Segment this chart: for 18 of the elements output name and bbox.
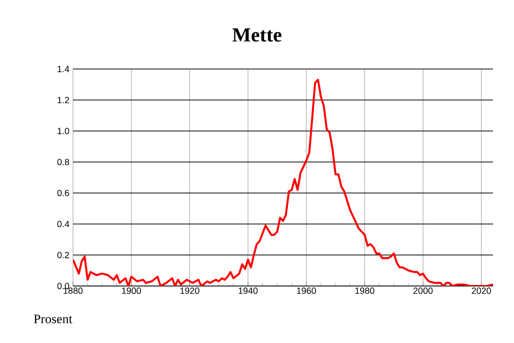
y-tick-label: 0.0 xyxy=(57,282,70,290)
y-tick-label: 0.8 xyxy=(57,158,70,166)
x-tick-label: 1900 xyxy=(122,288,141,294)
x-tick-label: 2020 xyxy=(472,288,491,294)
x-tick-label: 1920 xyxy=(180,288,200,294)
y-tick-label: 1.0 xyxy=(58,128,70,134)
y-tick-label: 1.2 xyxy=(58,96,70,104)
y-axis-title: Prosent xyxy=(34,314,72,324)
x-tick-label: 1980 xyxy=(355,288,374,294)
y-tick-label: 0.4 xyxy=(57,220,70,228)
y-tick-label: 1.4 xyxy=(58,66,70,72)
x-tick-label: 1880 xyxy=(64,288,83,294)
y-tick-label: 0.6 xyxy=(57,190,70,196)
x-tick-label: 1940 xyxy=(238,288,258,294)
chart-title: Mette xyxy=(232,28,282,42)
x-tick-label: 2000 xyxy=(413,288,433,294)
y-tick-label: 0.2 xyxy=(57,252,70,258)
x-tick-label: 1960 xyxy=(297,288,316,294)
